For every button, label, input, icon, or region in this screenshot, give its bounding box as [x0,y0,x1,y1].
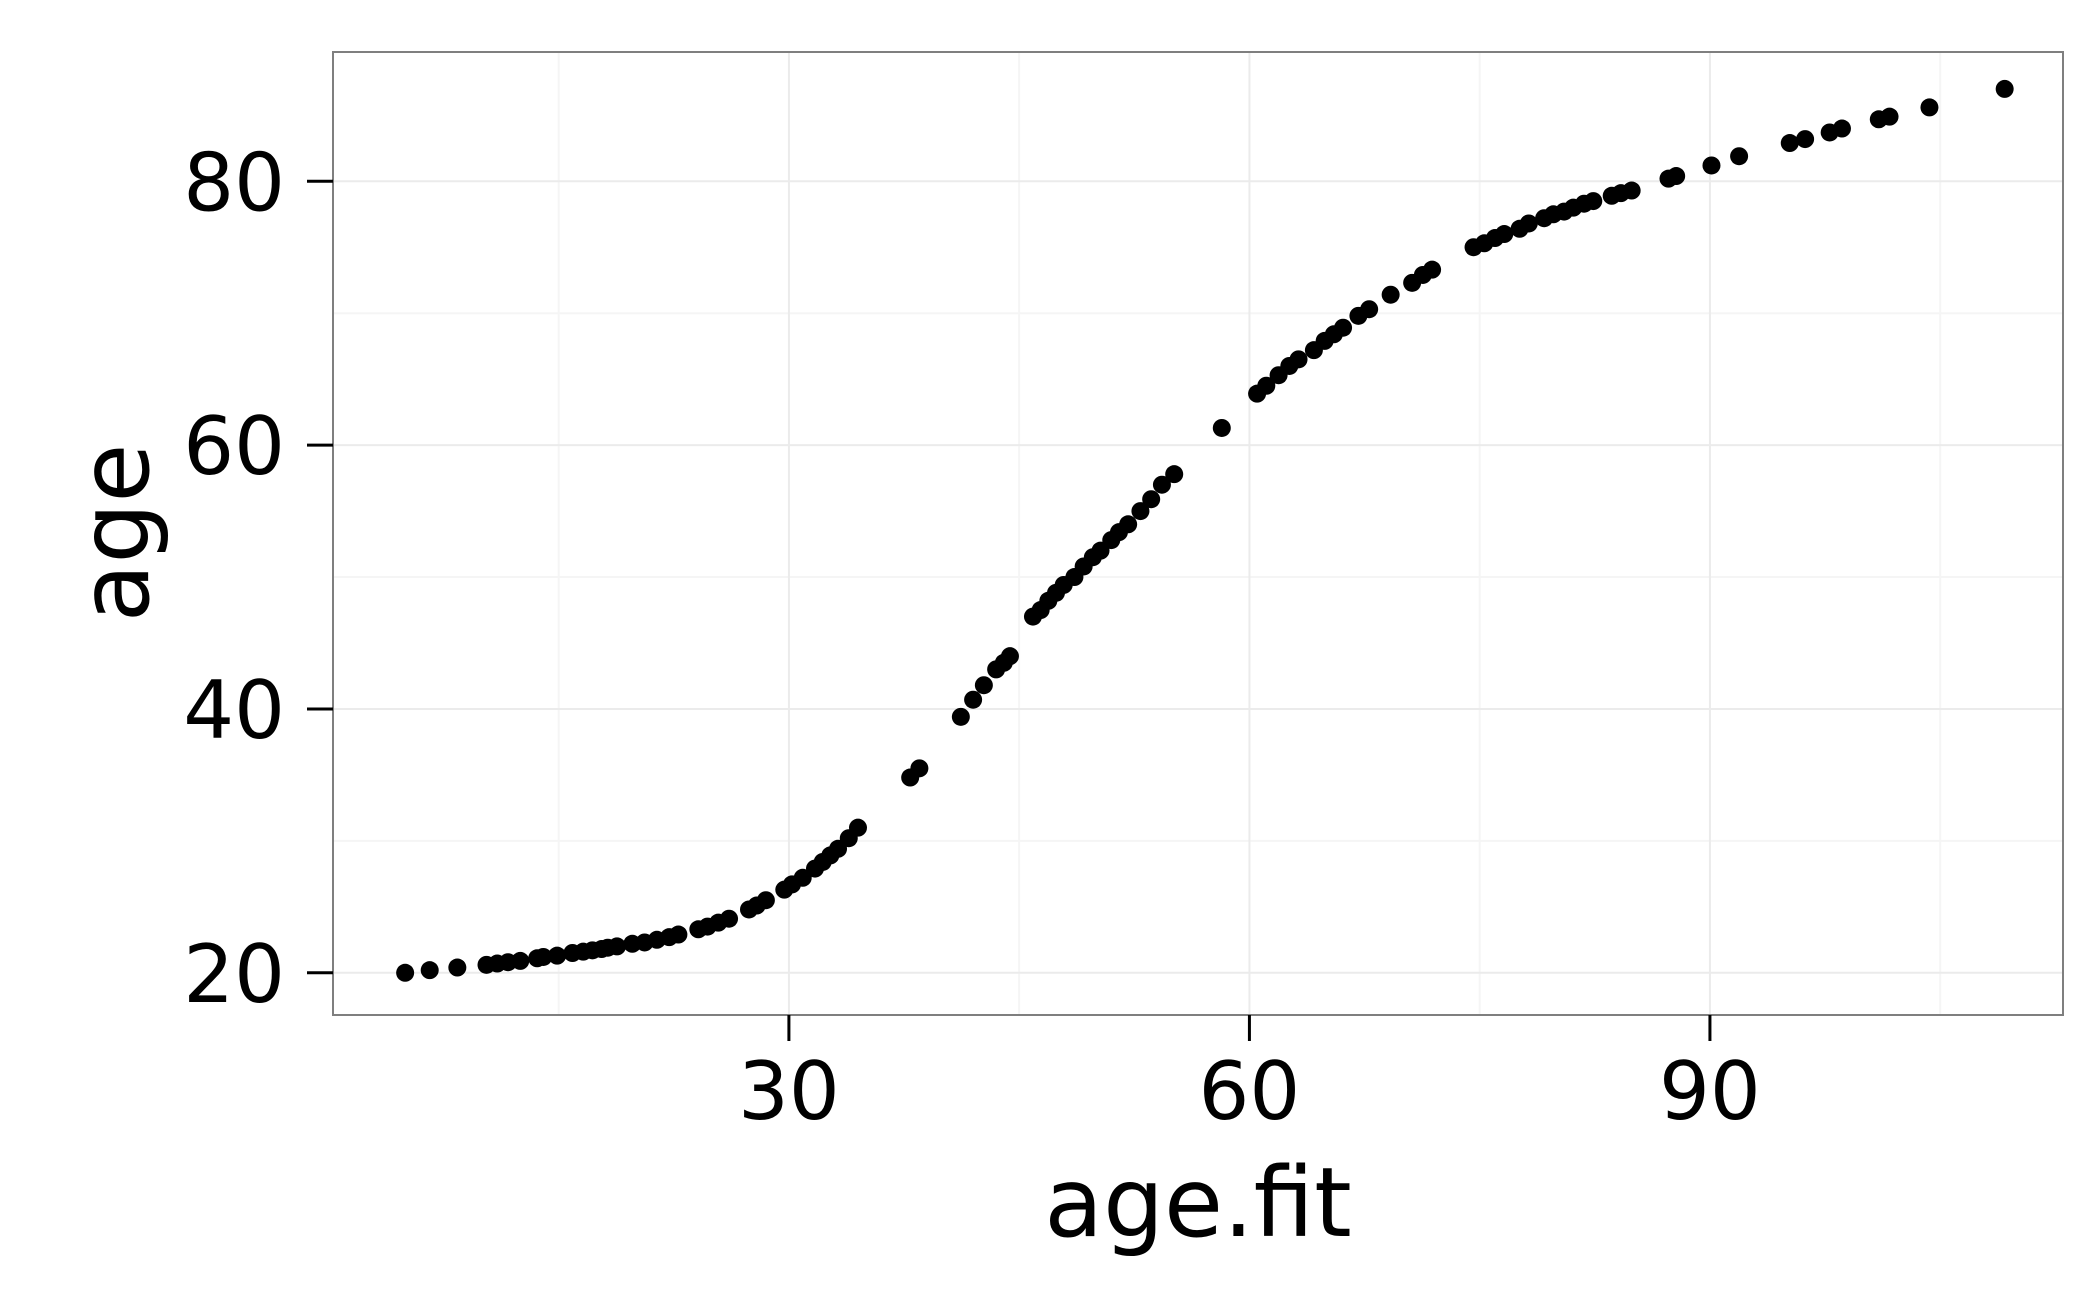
data-point [1584,192,1603,211]
data-point [1519,214,1538,233]
y-tick-label: 20 [183,928,285,1021]
y-axis-title: age [59,444,171,623]
data-point [1780,134,1799,153]
data-point [910,759,929,778]
data-point [1880,107,1899,126]
data-point [1702,156,1721,175]
data-point [669,925,688,944]
data-point [1212,418,1231,437]
data-point [1131,502,1150,521]
data-point [974,676,993,695]
major-grid [333,52,2063,1015]
data-point [396,963,415,982]
data-point [756,891,775,910]
data-point [1334,318,1353,337]
data-point [1920,98,1939,117]
x-axis: 30 60 90 [738,1015,1761,1138]
data-point [1165,465,1184,484]
data-point [1423,260,1442,279]
data-point [1622,181,1641,200]
data-point [1495,225,1514,244]
x-axis-title: age.fit [1044,1147,1351,1259]
data-point [1667,167,1686,186]
data-point [607,937,626,956]
x-tick-label: 30 [738,1045,840,1138]
data-point [448,958,467,977]
data-point [1000,647,1019,666]
data-point [964,690,983,709]
data-point [420,961,439,980]
data-point [511,951,530,970]
y-tick-label: 80 [183,136,285,229]
data-point [1360,300,1379,319]
data-point [1142,490,1161,509]
data-point [534,947,553,966]
data-point [1381,285,1400,304]
y-axis: 20 40 60 80 [183,136,333,1021]
panel-background [333,52,2063,1015]
panel-border [332,51,2064,1016]
data-point [1995,79,2014,98]
minor-grid [333,52,2063,1015]
data-point [1152,475,1171,494]
data-points [396,79,2014,982]
data-point [1119,515,1138,534]
x-tick-label: 90 [1659,1045,1761,1138]
data-point [1730,147,1749,166]
data-point [951,707,970,726]
x-tick-label: 60 [1199,1045,1301,1138]
data-point [720,909,739,928]
y-tick-label: 40 [183,664,285,757]
data-point [793,868,812,887]
data-point [1289,350,1308,369]
data-point [1257,376,1276,395]
data-point [1832,119,1851,138]
data-point [848,818,867,837]
y-tick-label: 60 [183,400,285,493]
data-point [548,946,567,965]
data-point [1796,130,1815,149]
